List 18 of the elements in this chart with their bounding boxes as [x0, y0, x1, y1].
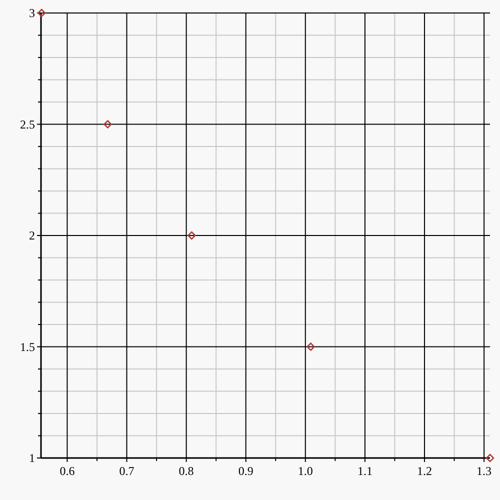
- x-tick-label: 0.9: [238, 464, 254, 478]
- x-tick-label: 1.1: [357, 464, 372, 478]
- x-tick-label: 0.7: [119, 464, 134, 478]
- x-tick-label: 1.0: [298, 464, 313, 478]
- x-tick-label: 1.2: [416, 464, 432, 478]
- point: [104, 120, 112, 128]
- point: [486, 454, 494, 462]
- point: [306, 342, 315, 351]
- y-tick-label: 3: [29, 6, 35, 20]
- y-tick-label: 2.5: [20, 117, 35, 132]
- point: [188, 231, 196, 240]
- x-tick-label: 0.8: [178, 464, 194, 478]
- y-tick-label: 1.5: [20, 340, 35, 354]
- y-tick-label: 2: [29, 228, 35, 243]
- x-tick-label: 0.6: [60, 464, 75, 478]
- point: [37, 8, 46, 18]
- x-tick-label: 1.3: [476, 464, 492, 478]
- y-tick-label: 1: [29, 451, 35, 466]
